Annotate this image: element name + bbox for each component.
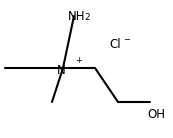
- Text: −: −: [123, 35, 130, 44]
- Text: Cl: Cl: [109, 38, 121, 51]
- Text: OH: OH: [147, 108, 165, 121]
- Text: 2: 2: [84, 13, 90, 22]
- Text: +: +: [75, 56, 82, 65]
- Text: N: N: [57, 64, 66, 77]
- Text: NH: NH: [68, 10, 85, 23]
